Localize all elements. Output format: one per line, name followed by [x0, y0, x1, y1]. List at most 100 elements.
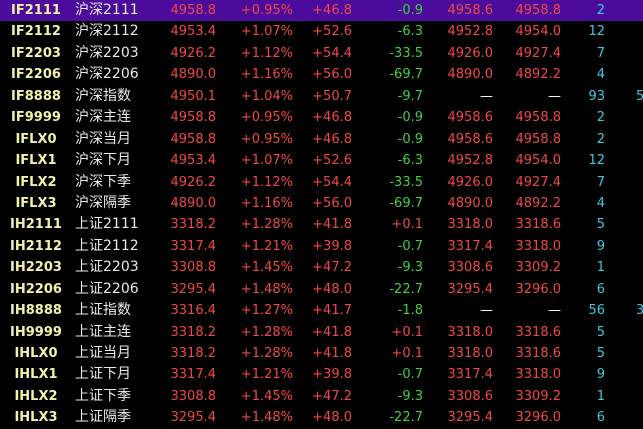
quote-row[interactable]: IH2112 上证2112 3317.4 +1.21% +39.8 -0.7 3317.4 3… [0, 236, 643, 257]
quote-row[interactable]: IF2112 沪深2112 4953.4 +1.07% +52.6 -6.3 4952.8 4… [0, 21, 643, 42]
cell-bid: 3308.6 [447, 260, 494, 276]
cell-name: 上证2206 [75, 280, 139, 297]
cell-chg2: -6.3 [397, 24, 423, 40]
cell-ask: 3318.0 [515, 238, 562, 254]
cell-ask: 4954.0 [515, 153, 562, 169]
cell-name: 上证隔季 [75, 409, 131, 426]
cell-chg2: -22.7 [389, 410, 423, 426]
cell-code: IF2112 [11, 24, 61, 40]
quote-row[interactable]: IHLX1 上证下月 3317.4 +1.21% +39.8 -0.7 3317.4 3318… [0, 364, 643, 385]
cell-bid: 3318.0 [447, 217, 494, 233]
quote-row[interactable]: IHLX2 上证下季 3308.8 +1.45% +47.2 -9.3 3308.6 3309… [0, 386, 643, 407]
quote-row[interactable]: IHLX3 上证隔季 3295.4 +1.48% +48.0 -22.7 3295.4 329… [0, 407, 643, 428]
cell-price: 4950.1 [170, 88, 217, 104]
quote-row[interactable]: IH2111 上证2111 3318.2 +1.28% +41.8 +0.1 3318.0 3… [0, 214, 643, 235]
cell-pct: +1.21% [240, 367, 293, 383]
quote-row[interactable]: IHLX0 上证当月 3318.2 +1.28% +41.8 +0.1 3318.0 3318… [0, 343, 643, 364]
cell-pct: +1.07% [240, 153, 293, 169]
cell-ask: 3309.2 [515, 388, 562, 404]
cell-chg: +47.2 [312, 388, 352, 404]
cell-pct: +1.48% [240, 410, 293, 426]
cell-ask: — [548, 88, 561, 104]
cell-code: IF2203 [11, 45, 61, 61]
cell-price: 3317.4 [170, 238, 217, 254]
cell-cnt: 5 [596, 346, 605, 361]
cell-pct: +1.45% [240, 260, 293, 276]
quote-row[interactable]: IH2203 上证2203 3308.8 +1.45% +47.2 -9.3 3308.6 3… [0, 257, 643, 278]
cell-chg: +47.2 [312, 260, 352, 276]
cell-code: IFLX1 [15, 153, 57, 169]
cell-pct: +0.95% [240, 131, 293, 147]
cell-price: 4953.4 [170, 24, 217, 40]
cell-chg2: -9.3 [397, 260, 423, 276]
cell-chg: +46.8 [312, 110, 352, 126]
cell-chg2: -1.8 [397, 303, 423, 319]
quote-row[interactable]: IH9999 上证主连 3318.2 +1.28% +41.8 +0.1 3318.0 331… [0, 322, 643, 343]
cell-cnt: 56 [588, 303, 605, 319]
cell-chg2: -9.3 [397, 388, 423, 404]
cell-chg: +52.6 [312, 153, 352, 169]
cell-bid: 3317.4 [447, 367, 494, 383]
cell-cnt: 6 [596, 410, 605, 426]
quote-row[interactable]: IFLX0 沪深当月 4958.8 +0.95% +46.8 -0.9 4958.6 4958… [0, 129, 643, 150]
quote-row[interactable]: IF2206 沪深2206 4890.0 +1.16% +56.0 -69.7 4890.0… [0, 64, 643, 85]
cell-chg2: -0.7 [397, 367, 423, 383]
cell-price: 3318.2 [170, 324, 217, 340]
cell-name: 上证主连 [75, 323, 131, 340]
cell-chg2: +0.1 [391, 324, 423, 340]
cell-name: 沪深2203 [75, 44, 139, 61]
cell-ask: 4892.2 [515, 195, 562, 211]
cell-bid: 3295.4 [447, 281, 494, 297]
quote-row[interactable]: IF2111 沪深2111 4958.8 +0.95% +46.8 -0.9 4958.6 4… [0, 0, 643, 22]
cell-cnt: 2 [596, 110, 605, 126]
cell-price: 4958.8 [170, 110, 217, 126]
quote-row[interactable]: IFLX1 沪深下月 4953.4 +1.07% +52.6 -6.3 4952.8 4954… [0, 150, 643, 171]
cell-ask: 3318.6 [515, 346, 562, 361]
cell-ask: 3318.0 [515, 367, 562, 383]
cell-cnt: 12 [588, 24, 605, 40]
quote-row[interactable]: IF8888 沪深指数 4950.1 +1.04% +50.7 -9.7 — — 93 5 [0, 86, 643, 107]
cell-pct: +1.12% [240, 45, 293, 61]
cell-price: 4953.4 [170, 153, 217, 169]
cell-name: 沪深2112 [75, 23, 139, 40]
cell-bid: — [480, 303, 493, 319]
cell-chg2: +0.1 [391, 346, 423, 361]
cell-code: IF8888 [11, 88, 61, 104]
cell-cnt: 1 [596, 388, 605, 404]
cell-bid: 3317.4 [447, 238, 494, 254]
cell-pct: +1.28% [240, 346, 293, 361]
cell-chg2: -0.9 [397, 3, 423, 18]
quote-row[interactable]: IH8888 上证指数 3316.4 +1.27% +41.7 -1.8 — — 56 3 [0, 300, 643, 321]
cell-cnt: 1 [596, 260, 605, 276]
quote-row[interactable]: IH2206 上证2206 3295.4 +1.48% +48.0 -22.7 3295.4… [0, 279, 643, 300]
cell-chg2: -6.3 [397, 153, 423, 169]
cell-code: IHLX2 [14, 388, 58, 404]
cell-cnt: 2 [596, 3, 605, 18]
cell-price: 3295.4 [170, 410, 217, 426]
cell-ask: 3296.0 [515, 410, 562, 426]
quote-row[interactable]: IF9999 沪深主连 4958.8 +0.95% +46.8 -0.9 4958.6 495… [0, 107, 643, 128]
cell-pct: +1.28% [240, 217, 293, 233]
cell-chg: +41.8 [312, 324, 352, 340]
quote-row[interactable]: IFLX2 沪深下季 4926.2 +1.12% +54.4 -33.5 4926.0 492… [0, 172, 643, 193]
cell-price: 3318.2 [170, 217, 217, 233]
cell-bid: 3318.0 [447, 324, 494, 340]
cell-name: 上证2111 [75, 216, 139, 233]
cell-name: 沪深2111 [75, 2, 139, 18]
cell-chg2: -33.5 [389, 174, 423, 190]
cell-chg: +50.7 [312, 88, 352, 104]
cell-name: 沪深主连 [75, 109, 131, 126]
cell-pct: +1.21% [240, 238, 293, 254]
cell-code: IHLX3 [14, 410, 58, 426]
cell-pct: +0.95% [240, 3, 293, 18]
cell-chg: +48.0 [312, 281, 352, 297]
cell-cnt: 93 [588, 88, 605, 104]
quote-row[interactable]: IF2203 沪深2203 4926.2 +1.12% +54.4 -33.5 4926.0… [0, 43, 643, 64]
cell-chg: +56.0 [312, 195, 352, 211]
cell-pct: +1.04% [240, 88, 293, 104]
cell-price: 3318.2 [170, 346, 217, 361]
cell-price: 3295.4 [170, 281, 217, 297]
cell-pct: +1.16% [240, 67, 293, 83]
quote-row[interactable]: IFLX3 沪深隔季 4890.0 +1.16% +56.0 -69.7 4890.0 489… [0, 193, 643, 214]
